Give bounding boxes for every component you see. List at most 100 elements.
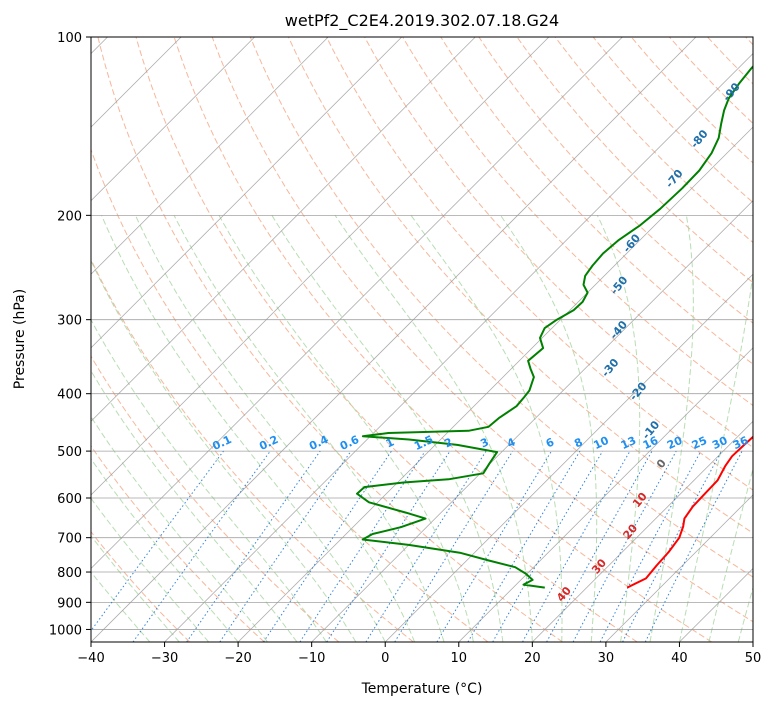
y-tick-label: 700: [57, 532, 82, 547]
x-tick-label: 40: [671, 651, 688, 666]
x-axis-title: Temperature (°C): [361, 681, 483, 697]
isotherm-line: [605, 494, 753, 642]
x-tick-label: −10: [298, 651, 325, 666]
moist-adiabat-line: [91, 415, 268, 642]
moist-adiabat-line: [91, 571, 151, 642]
mixing-ratio-line: [492, 450, 604, 642]
chart-title: wetPf2_C2E4.2019.302.07.18.G24: [285, 11, 559, 31]
dry-adiabat-line: [91, 531, 191, 642]
isotherm-line: [91, 37, 697, 642]
mixing-ratio-line: [132, 450, 271, 642]
y-tick-label: 400: [57, 388, 82, 403]
dry-adiabat-line: [630, 37, 753, 164]
moist-adiabat-line: [218, 215, 474, 642]
moist-adiabat-line: [737, 585, 753, 642]
dry-adiabat-line: [97, 37, 563, 642]
moist-adiabat-line: [91, 457, 239, 642]
dry-adiabat-line: [135, 37, 638, 642]
isotherm-line: [91, 37, 550, 496]
moist-adiabat-line: [334, 215, 533, 642]
mixing-ratio-line: [546, 450, 653, 642]
background-lines: [91, 37, 753, 642]
mixing-ratio-label: 20: [665, 434, 685, 452]
y-tick-label: 600: [57, 492, 82, 507]
moist-adiabat-line: [91, 259, 357, 642]
dewpoint-profile-line: [356, 65, 753, 589]
y-tick-label: 800: [57, 566, 82, 581]
x-axis: −40 −30 −20 −10 0 10 20 30 40 50: [77, 642, 761, 666]
mixing-ratio-label: 30: [710, 434, 730, 452]
dry-adiabat-line: [592, 37, 753, 204]
mixing-ratio-label: 13: [619, 434, 638, 452]
mixing-ratio-line: [219, 450, 352, 642]
moist-adiabat-line: [91, 535, 180, 642]
dry-adiabat-line: [91, 355, 340, 642]
moist-adiabat-line: [91, 497, 210, 642]
moist-adiabat-line: [91, 318, 327, 642]
moist-adiabat-line: [173, 215, 445, 642]
x-tick-label: −20: [224, 651, 251, 666]
isotherm-line: [91, 37, 403, 349]
x-tick-label: 30: [598, 651, 615, 666]
moist-adiabat-line: [134, 215, 416, 642]
mixing-ratio-line: [572, 450, 677, 642]
mixing-ratio-line: [186, 450, 321, 642]
temperature-profile-line: [626, 435, 753, 589]
moist-adiabat-line: [708, 467, 753, 642]
x-tick-label: 0: [381, 651, 389, 666]
mixing-ratio-line: [522, 450, 631, 642]
y-tick-label: 300: [57, 314, 82, 329]
moist-adiabat-line: [91, 369, 298, 642]
isotherm-line: [91, 37, 623, 570]
isotherm-line: [458, 347, 753, 642]
mixing-ratio-line: [467, 450, 581, 642]
isotherm-line: [91, 37, 476, 422]
moist-adiabat-line: [500, 215, 598, 642]
y-axis-title: Pressure (hPa): [12, 289, 28, 389]
isotherm-line: [384, 273, 753, 642]
moist-adiabat-line: [678, 270, 753, 642]
mixing-ratio-label: 25: [690, 434, 709, 452]
y-tick-label: 200: [57, 209, 82, 224]
dry-adiabat-line: [440, 37, 753, 365]
isotherm-line: [91, 37, 255, 202]
series-layer: [356, 65, 753, 589]
y-tick-label: 500: [57, 445, 82, 460]
x-tick-label: 20: [524, 651, 541, 666]
mixing-ratio-line: [394, 450, 514, 642]
mixing-ratio-label: 36: [731, 434, 751, 452]
y-tick-label: 1000: [49, 623, 82, 638]
isotherm-line: [164, 52, 753, 642]
dry-adiabat-line: [554, 37, 753, 244]
x-tick-label: 10: [451, 651, 468, 666]
dry-adiabat-line: [91, 148, 489, 642]
x-tick-label: −40: [77, 651, 104, 666]
dry-adiabat-line: [287, 37, 753, 534]
dry-adiabat-label: -100: [748, 32, 775, 62]
x-tick-label: −30: [151, 651, 178, 666]
mixing-ratio-label: 16: [641, 434, 661, 452]
isotherm-line: [91, 37, 329, 275]
dry-adiabat-line: [478, 37, 753, 324]
x-tick-label: 50: [745, 651, 762, 666]
mixing-ratio-line: [326, 450, 451, 642]
y-axis: 100 200 300 400 500 600 700 800 900 1000: [49, 31, 91, 638]
y-tick-label: 100: [57, 31, 82, 46]
isotherm-line: [311, 200, 753, 642]
dry-adiabat-line: [211, 37, 753, 623]
moist-adiabat-line: [596, 215, 641, 642]
dry-adiabat-line: [402, 37, 753, 407]
moist-adiabat-line: [410, 215, 563, 642]
mixing-ratio-label: 10: [591, 434, 611, 452]
moist-adiabat-line: [271, 215, 504, 642]
isotherm-line: [532, 420, 753, 642]
moist-adiabat-line: [649, 215, 694, 642]
dry-adiabat-line: [326, 37, 753, 491]
mixing-ratio-line: [436, 450, 552, 642]
dry-adiabat-line: [249, 37, 753, 578]
y-tick-label: 900: [57, 596, 82, 611]
dry-adiabat-line: [516, 37, 753, 284]
plot-frame: [90, 36, 754, 643]
